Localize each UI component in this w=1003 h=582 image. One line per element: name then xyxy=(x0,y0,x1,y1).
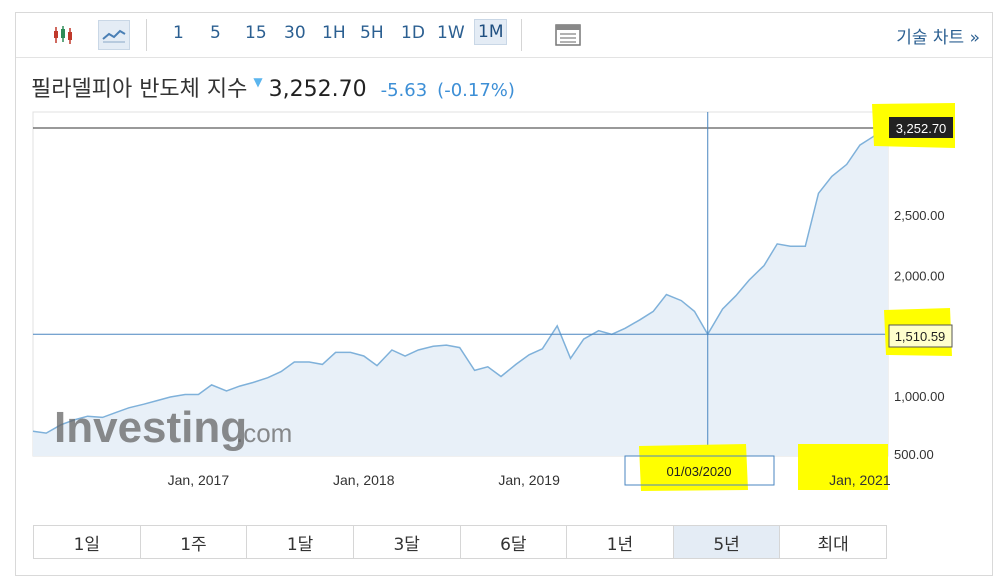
chart-toolbar: 1 5 15 30 1H 5H 1D 1W 1M 기술 차트 » xyxy=(16,13,992,58)
y-tick-label: 1,000.00 xyxy=(894,389,945,404)
interval-1m[interactable]: 1M xyxy=(474,19,508,45)
price-line xyxy=(32,123,889,434)
range-max[interactable]: 최대 xyxy=(817,534,849,555)
instrument-header: 필라델피아 반도체 지수 ▼ 3,252.70 -5.63 (-0.17%) xyxy=(31,71,515,103)
toolbar-divider xyxy=(146,19,147,51)
range-3m[interactable]: 3달 xyxy=(354,526,461,558)
time-range-selector: 1일 1주 1달 3달 6달 1년 5년 최대 xyxy=(33,525,887,559)
chart-layout-icon[interactable] xyxy=(553,21,583,49)
current-price: 3,252.70 xyxy=(268,77,367,102)
y-tick-label: 500.00 xyxy=(894,447,934,462)
range-1y[interactable]: 1년 xyxy=(567,526,674,558)
crosshair-date-label: 01/03/2020 xyxy=(666,464,731,479)
interval-5h[interactable]: 5H xyxy=(360,23,384,43)
range-6m[interactable]: 6달 xyxy=(461,526,568,558)
y-tick-label: 2,500.00 xyxy=(894,208,945,223)
interval-1h[interactable]: 1H xyxy=(322,23,346,43)
range-1w[interactable]: 1주 xyxy=(141,526,248,558)
x-tick-label: Jan, 2018 xyxy=(333,472,395,488)
instrument-name: 필라델피아 반도체 지수 xyxy=(31,77,248,102)
x-tick-highlight xyxy=(798,444,888,490)
interval-30[interactable]: 30 xyxy=(284,23,306,43)
candlestick-chart-icon[interactable] xyxy=(48,21,78,49)
y-tick-label: 2,000.00 xyxy=(894,268,945,283)
x-tick-label: Jan, 2021 xyxy=(829,472,891,488)
x-tick-label: Jan, 2019 xyxy=(498,472,560,488)
interval-1w[interactable]: 1W xyxy=(437,23,465,43)
interval-5[interactable]: 5 xyxy=(210,23,221,43)
price-change-percent: (-0.17%) xyxy=(437,80,515,101)
interval-15[interactable]: 15 xyxy=(245,23,267,43)
price-area-fill xyxy=(33,124,888,457)
interval-1[interactable]: 1 xyxy=(173,23,184,43)
range-1d[interactable]: 1일 xyxy=(34,526,141,558)
line-chart-icon[interactable] xyxy=(98,20,130,50)
crosshair-value-label: 1,510.59 xyxy=(895,329,946,344)
crosshair-date-box xyxy=(624,455,775,486)
watermark-suffix: .com xyxy=(236,418,292,448)
live-indicator-icon: ▼ xyxy=(253,75,263,89)
investing-watermark: Investing .com xyxy=(54,403,292,452)
range-5y[interactable]: 5년 xyxy=(673,526,781,558)
interval-1d[interactable]: 1D xyxy=(401,23,425,43)
range-1m[interactable]: 1달 xyxy=(247,526,354,558)
toolbar-divider xyxy=(521,19,522,51)
watermark-brand: Investing xyxy=(54,403,247,452)
last-value-label: 3,252.70 xyxy=(896,121,947,136)
x-tick-label: Jan, 2017 xyxy=(168,472,230,488)
price-change: -5.63 xyxy=(380,80,428,101)
technical-chart-link[interactable]: 기술 차트 » xyxy=(896,28,980,48)
crosshair-value-box xyxy=(888,324,953,348)
last-value-box xyxy=(889,117,953,138)
